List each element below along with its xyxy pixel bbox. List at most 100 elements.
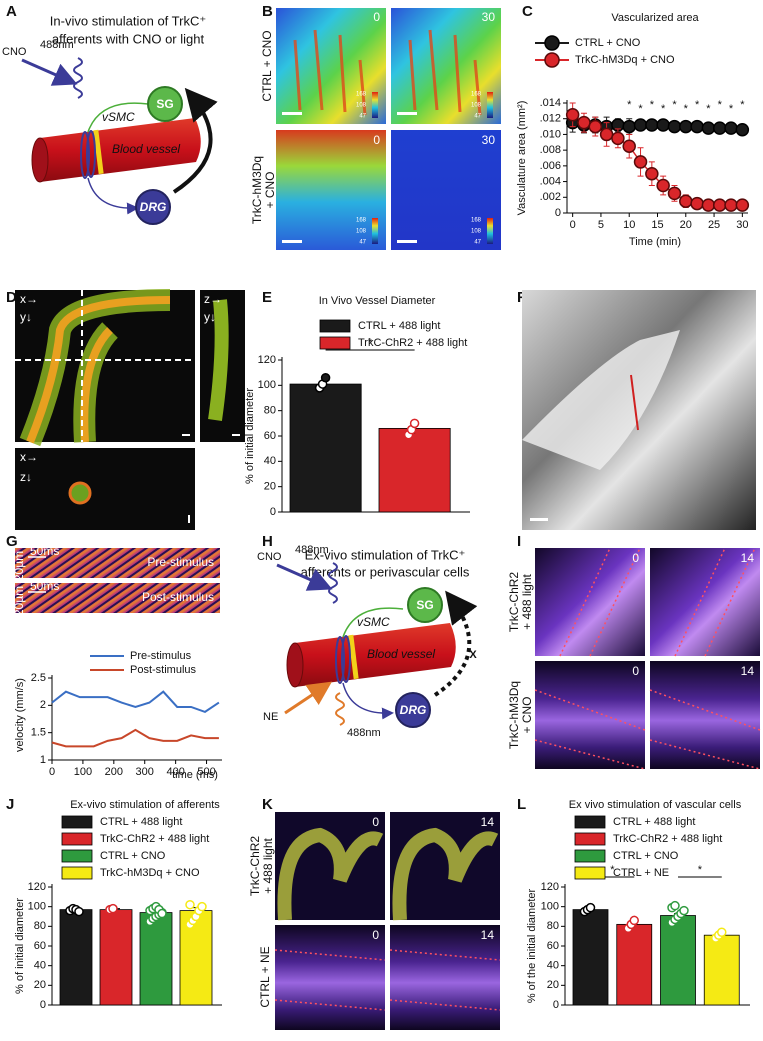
y-tick-label: 0 (40, 999, 46, 1011)
x-axis-label: Time (min) (629, 236, 681, 248)
time-label: 14 (741, 664, 755, 678)
legend-label: CTRL + CNO (575, 37, 641, 49)
nerve-coil (335, 636, 345, 684)
marker (712, 121, 727, 135)
y-tick-label: .002 (540, 191, 561, 203)
marker (656, 118, 670, 132)
colorbar-label: 108 (356, 229, 367, 235)
y-tick-label: 60 (264, 430, 276, 442)
axis-label: x→ (20, 450, 38, 464)
bar (99, 909, 133, 1006)
significance-mark: * (638, 103, 643, 115)
y-tick-label: 100 (258, 379, 276, 391)
scale-bar (397, 112, 417, 115)
colorbar-label: 47 (359, 114, 366, 120)
panel-letter: E (262, 289, 272, 306)
heatmap-image (276, 8, 386, 124)
significance-mark: * (368, 337, 373, 349)
panel-d-images: x→ y↓ z→ y↓ x→ z↓ (15, 289, 245, 530)
data-point (157, 908, 167, 919)
diagram-title: afferents or perivascular cells (301, 564, 470, 579)
data-point (409, 418, 420, 429)
panel-letter: J (6, 796, 14, 813)
cno-arrow (276, 563, 333, 591)
data-point (629, 915, 639, 926)
light-wave (335, 692, 345, 726)
nerve-coil (341, 635, 351, 683)
ne-label: NE (263, 711, 278, 723)
scale-bar (397, 240, 417, 243)
scale-bar (188, 515, 190, 523)
heat-streaks (293, 29, 482, 116)
panel-letter: A (6, 3, 17, 20)
marker (667, 119, 682, 134)
y-tick-label: .008 (540, 144, 561, 156)
drg-node (395, 692, 431, 728)
bar (378, 427, 451, 513)
light-wave (73, 57, 83, 99)
legend-label: CTRL + CNO (613, 850, 679, 862)
data-point (717, 927, 727, 937)
vsmc-band (348, 634, 359, 680)
data-point (74, 906, 84, 917)
y-tick-label: 60 (547, 940, 559, 952)
x-axis-label: time (ms) (172, 769, 218, 781)
panel-letter: L (517, 796, 526, 813)
data-point (185, 899, 195, 910)
x-tick-label: 25 (708, 219, 720, 231)
panel-i-images: 0 14 0 14 TrkC-ChR2 + 488 light TrkC-hM3… (507, 547, 761, 770)
series-line (51, 728, 219, 748)
microscopy-image (650, 548, 760, 656)
sg-label: SG (156, 97, 173, 111)
y-tick-label: 60 (34, 940, 46, 952)
marker (622, 139, 636, 153)
diagram-a: In-vivo stimulation of TrkC⁺ afferents w… (2, 13, 218, 225)
colorbar-label: 168 (356, 92, 367, 98)
series-line (51, 690, 220, 714)
sg-node (147, 86, 183, 122)
row-label: CTRL + NE (258, 946, 272, 1007)
x-tick-label: 0 (49, 766, 55, 778)
microscopy-image (535, 548, 645, 656)
panel-letter: K (262, 796, 273, 813)
panel-k-images: 0 14 0 14 TrkC-ChR2 + 488 light CTRL + N… (248, 812, 501, 1030)
chart-title: Ex vivo stimulation of vascular cells (569, 799, 742, 811)
y-tick-label: 120 (541, 881, 559, 893)
y-axis-label: % of initial diameter (244, 388, 256, 484)
legend-label: TrkC-hM3Dq + CNO (100, 867, 200, 879)
time-label: 0 (632, 664, 639, 678)
legend-label: Pre-stimulus (130, 650, 192, 662)
colorbar (372, 92, 378, 118)
time-scale: 50ms (30, 579, 59, 593)
axis-label: z→ (204, 292, 222, 306)
y-tick-label: 80 (34, 920, 46, 932)
data-point (585, 902, 596, 913)
time-label: 0 (372, 928, 379, 942)
y-tick-label: 100 (28, 901, 46, 913)
significance-mark: * (740, 99, 745, 111)
y-axis-label: % of the initial diameter (526, 889, 538, 1004)
x-tick-label: 200 (105, 766, 123, 778)
y-tick-label: 40 (547, 960, 559, 972)
axis-label: x→ (20, 292, 38, 306)
x-tick-label: 30 (736, 219, 748, 231)
marker (701, 198, 716, 212)
legend-label: CTRL + NE (613, 867, 669, 879)
vessel-outline (274, 949, 501, 1011)
panel-f-image (522, 290, 756, 530)
time-label: 14 (741, 551, 755, 565)
bar (616, 923, 653, 1006)
colorbar-label: 168 (471, 92, 482, 98)
scale-bar (282, 240, 302, 243)
y-tick-label: 1 (40, 754, 46, 766)
feedback-arrow (172, 87, 218, 194)
marker (565, 108, 580, 122)
y-tick-label: 40 (34, 960, 46, 972)
marker (599, 127, 614, 142)
colorbar-label: 47 (359, 240, 366, 246)
light-label: 488nm (295, 544, 329, 556)
chart-title: Ex-vivo stimulation of afferents (70, 799, 220, 811)
diagram-title: In-vivo stimulation of TrkC⁺ (50, 13, 206, 28)
drg-label: DRG (140, 200, 167, 214)
